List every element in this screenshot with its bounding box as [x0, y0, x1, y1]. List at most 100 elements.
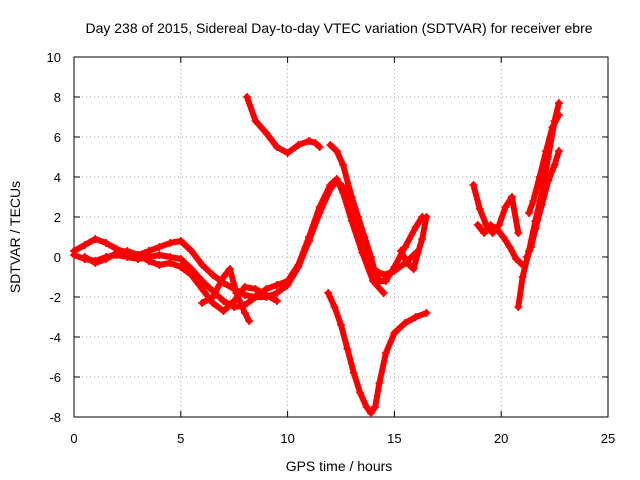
data-point: [311, 139, 320, 147]
series-track-3: [80, 247, 281, 315]
data-point: [251, 285, 260, 293]
data-point: [347, 193, 356, 201]
data-point: [80, 253, 89, 261]
x-tick-label: 5: [177, 431, 184, 446]
data-point: [219, 273, 228, 281]
data-point: [134, 251, 143, 259]
chart-title: Day 238 of 2015, Sidereal Day-to-day VTE…: [85, 20, 592, 36]
data-point: [272, 143, 281, 151]
data-point: [187, 271, 196, 279]
data-point: [535, 173, 544, 181]
data-point: [102, 239, 111, 247]
data-point: [418, 235, 427, 243]
data-point: [371, 403, 380, 411]
data-point: [499, 233, 508, 241]
data-point: [304, 233, 313, 241]
data-point: [155, 251, 164, 259]
series-track-7: [324, 289, 431, 417]
data-point: [187, 247, 196, 255]
data-point: [262, 129, 271, 137]
data-point: [240, 309, 249, 317]
data-point: [240, 283, 249, 291]
data-point: [245, 317, 254, 325]
data-point: [366, 409, 375, 417]
data-point: [272, 289, 281, 297]
data-point: [208, 293, 217, 301]
series-track-8: [396, 213, 431, 273]
data-point: [326, 141, 335, 149]
data-point: [362, 403, 371, 411]
y-tick-label: 8: [54, 90, 61, 105]
y-tick-label: -8: [49, 410, 61, 425]
data-point: [91, 259, 100, 267]
data-point: [166, 239, 175, 247]
data-point: [401, 243, 410, 251]
series-line-texture: [327, 292, 427, 415]
data-point: [413, 249, 422, 257]
data-point: [473, 221, 482, 229]
data-point: [390, 329, 399, 337]
data-point: [512, 255, 521, 263]
x-tick-label: 25: [601, 431, 615, 446]
data-point: [219, 297, 228, 305]
series-track-10: [473, 221, 527, 269]
data-point: [324, 289, 333, 297]
data-point: [70, 251, 78, 259]
data-point: [480, 229, 489, 237]
grid: [74, 57, 608, 417]
data-point: [356, 389, 365, 397]
data-point: [422, 213, 431, 221]
data-point: [522, 253, 531, 261]
data-point: [144, 257, 153, 265]
data-point: [486, 221, 495, 229]
data-point: [401, 319, 410, 327]
data-point: [112, 249, 121, 257]
x-axis-label: GPS time / hours: [286, 458, 393, 474]
data-point: [554, 99, 563, 107]
x-tick-label: 20: [494, 431, 508, 446]
data-point: [542, 147, 551, 155]
data-point: [225, 265, 234, 273]
data-point: [527, 243, 536, 251]
y-tick-label: -6: [49, 370, 61, 385]
data-point: [375, 379, 384, 387]
data-point: [332, 147, 341, 155]
data-point: [514, 303, 523, 311]
data-point: [354, 213, 363, 221]
data-point: [315, 143, 324, 151]
data-point: [232, 289, 241, 297]
data-point: [343, 345, 352, 353]
data-point: [381, 349, 390, 357]
data-point: [524, 209, 533, 217]
data-point: [544, 177, 553, 185]
data-point: [315, 203, 324, 211]
data-point: [339, 161, 348, 169]
data-point: [91, 235, 100, 243]
y-tick-label: 10: [47, 50, 61, 65]
data-point: [208, 271, 217, 279]
data-point: [514, 229, 523, 237]
data-point: [251, 117, 260, 125]
data-point: [176, 263, 185, 271]
data-point: [330, 303, 339, 311]
data-point: [492, 225, 501, 233]
data-point: [518, 273, 527, 281]
series-track-2: [70, 175, 388, 311]
data-point: [381, 277, 390, 285]
x-tick-label: 15: [387, 431, 401, 446]
data-point: [529, 197, 538, 205]
data-point: [403, 259, 412, 267]
data-point: [396, 247, 405, 255]
plot-frame: [73, 56, 609, 418]
data-point: [123, 247, 132, 255]
data-point: [304, 137, 313, 145]
y-tick-label: -4: [49, 330, 61, 345]
y-tick-label: 0: [54, 250, 61, 265]
data-point: [501, 203, 510, 211]
data-point: [531, 225, 540, 233]
data-point: [505, 243, 514, 251]
data-point: [243, 93, 252, 101]
data-point: [554, 111, 563, 119]
y-tick-label: 4: [54, 170, 61, 185]
data-point: [80, 241, 89, 249]
